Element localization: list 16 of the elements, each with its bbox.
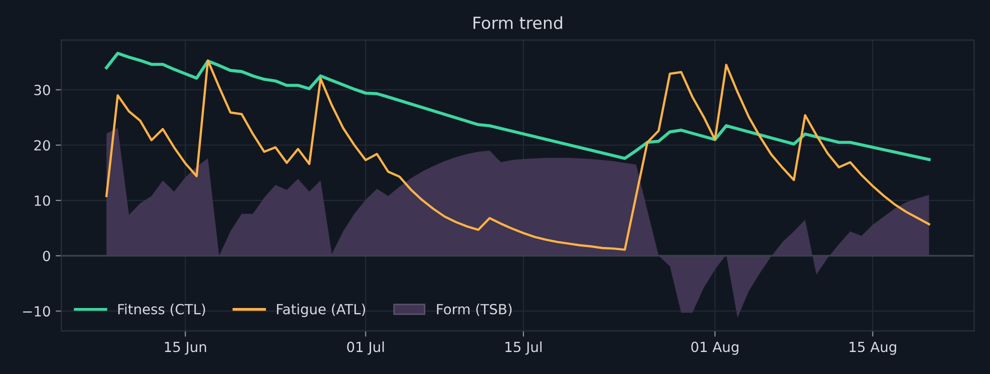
x-tick-label: 15 Aug bbox=[850, 342, 896, 355]
legend-label: Fatigue (ATL) bbox=[277, 304, 366, 318]
y-tick-label: −10 bbox=[23, 306, 50, 317]
x-tick-label: 15 Jun bbox=[164, 342, 206, 355]
chart-title: Form trend bbox=[474, 16, 562, 30]
line-series bbox=[105, 59, 930, 251]
y-tick-label: 10 bbox=[34, 195, 50, 206]
legend-label: Form (TSB) bbox=[437, 304, 512, 316]
x-tick-label: 01 Jul bbox=[347, 341, 384, 355]
line-series bbox=[104, 52, 931, 162]
y-tick-label: 0 bbox=[43, 250, 50, 262]
y-tick-label: 20 bbox=[34, 140, 50, 151]
x-tick-label: 15 Jul bbox=[506, 341, 542, 355]
legend-label: Fitness (CTL) bbox=[118, 304, 206, 316]
x-tick-label: 01 Aug bbox=[691, 342, 738, 355]
y-tick-label: 30 bbox=[34, 84, 50, 96]
